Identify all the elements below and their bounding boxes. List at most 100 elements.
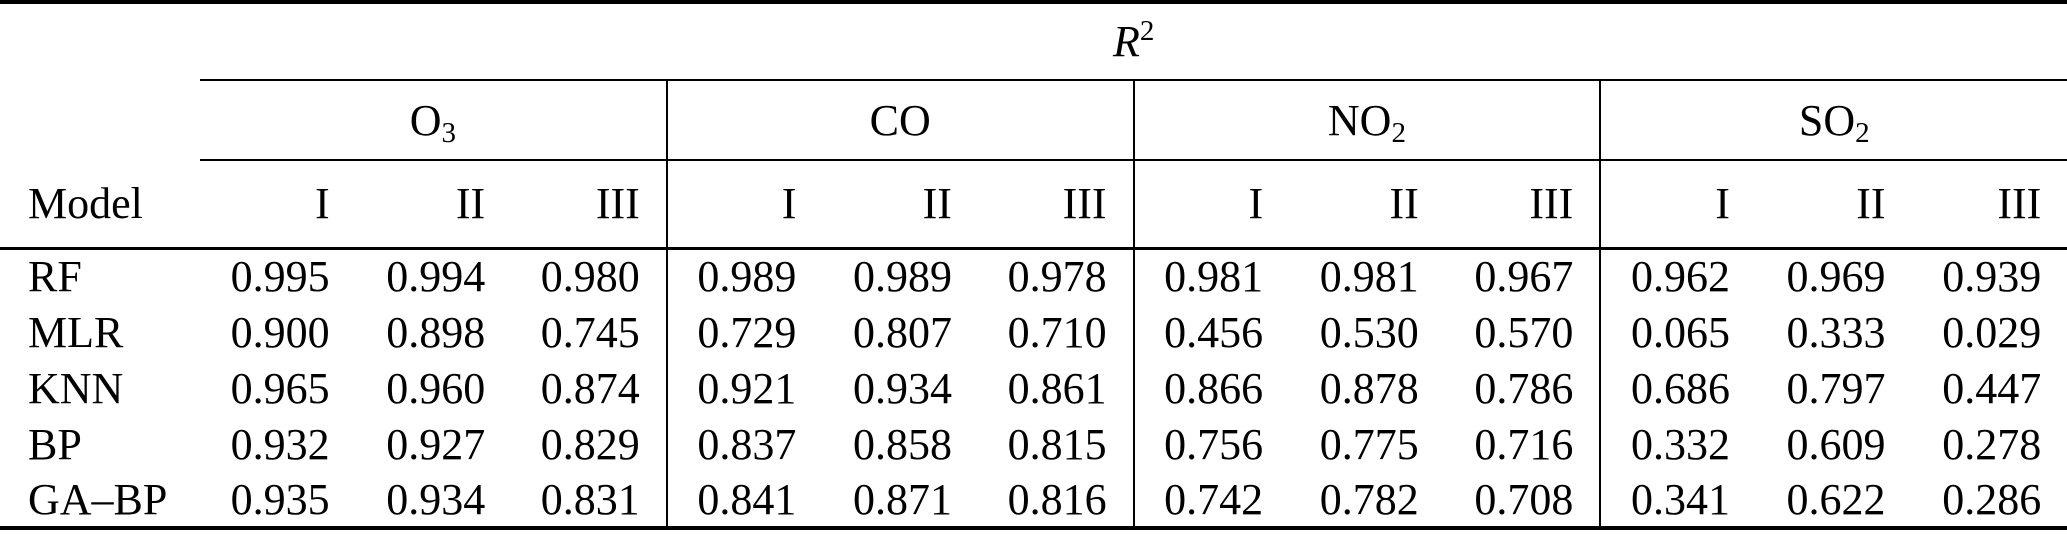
value-cell: 0.866 xyxy=(1132,360,1290,416)
group-label-co: CO xyxy=(869,95,931,145)
value-cell: 0.816 xyxy=(977,472,1134,530)
subheader-co-iii: III xyxy=(977,160,1134,250)
value-cell: 0.029 xyxy=(1942,307,2042,357)
subheader-co-ii: II xyxy=(822,160,978,250)
value-cell: 0.994 xyxy=(386,252,486,302)
value-cell: 0.989 xyxy=(852,252,952,302)
value-cell: 0.742 xyxy=(1132,472,1290,530)
subheader-so2-ii: II xyxy=(1755,160,1912,250)
value-cell: 0.716 xyxy=(1474,419,1574,469)
value-cell: 0.980 xyxy=(540,252,640,302)
model-label: RF xyxy=(28,252,82,302)
title-row: R2 xyxy=(0,0,2067,81)
value-cell: 0.729 xyxy=(665,304,823,360)
group-label-no2: NO xyxy=(1327,95,1392,145)
model-label: KNN xyxy=(28,363,124,413)
value-cell: 0.333 xyxy=(1786,307,1886,357)
subheader-row: Model I II III I II III I II III I II II… xyxy=(0,160,2067,250)
value-cell: 0.775 xyxy=(1319,419,1419,469)
title-variable: R xyxy=(1112,17,1140,66)
group-sub-no2: 2 xyxy=(1391,116,1406,149)
value-cell: 0.447 xyxy=(1942,363,2042,413)
group-header-o3: O3 xyxy=(200,80,667,161)
value-cell: 0.815 xyxy=(1007,419,1107,469)
group-label-o3: O xyxy=(409,95,442,145)
value-cell: 0.934 xyxy=(852,363,952,413)
value-cell: 0.065 xyxy=(1599,304,1756,360)
value-cell: 0.995 xyxy=(230,252,330,302)
value-cell: 0.978 xyxy=(1007,252,1107,302)
group-sub-o3: 3 xyxy=(441,116,457,149)
value-cell: 0.530 xyxy=(1319,307,1419,357)
value-cell: 0.935 xyxy=(200,472,356,530)
subheader-no2-iii: III xyxy=(1444,160,1601,250)
group-header-co: CO xyxy=(665,80,1134,161)
value-cell: 0.967 xyxy=(1474,252,1574,302)
value-cell: 0.686 xyxy=(1599,360,1756,416)
subheader-so2-i: I xyxy=(1599,160,1756,250)
value-cell: 0.932 xyxy=(230,419,330,469)
table-row-mlr: MLR 0.900 0.898 0.745 0.729 0.807 0.710 … xyxy=(0,304,2067,360)
value-cell: 0.939 xyxy=(1942,252,2042,302)
table-row-rf: RF 0.995 0.994 0.980 0.989 0.989 0.978 0… xyxy=(0,248,2067,304)
value-cell: 0.861 xyxy=(1007,363,1107,413)
model-label: BP xyxy=(28,419,82,469)
table-title-r-squared: R2 xyxy=(200,0,2067,81)
value-cell: 0.837 xyxy=(665,416,823,472)
group-header-so2: SO2 xyxy=(1599,80,2067,161)
value-cell: 0.934 xyxy=(355,472,512,530)
r2-results-table: R2 O3 CO NO2 SO2 M xyxy=(0,0,2067,530)
column-header-model: Model xyxy=(0,160,200,250)
table-row-knn: KNN 0.965 0.960 0.874 0.921 0.934 0.861 … xyxy=(0,360,2067,416)
value-cell: 0.782 xyxy=(1289,472,1445,530)
subheader-o3-i: I xyxy=(200,160,356,250)
value-cell: 0.609 xyxy=(1786,419,1886,469)
value-cell: 0.962 xyxy=(1599,248,1756,304)
value-cell: 0.708 xyxy=(1444,472,1601,530)
value-cell: 0.831 xyxy=(511,472,667,530)
value-cell: 0.981 xyxy=(1132,248,1290,304)
value-cell: 0.841 xyxy=(665,472,823,530)
group-sub-so2: 2 xyxy=(1855,116,1870,149)
group-row-spacer xyxy=(0,80,200,160)
value-cell: 0.570 xyxy=(1474,307,1574,357)
value-cell: 0.807 xyxy=(852,307,952,357)
value-cell: 0.871 xyxy=(822,472,978,530)
subheader-no2-ii: II xyxy=(1289,160,1445,250)
value-cell: 0.981 xyxy=(1319,252,1419,302)
value-cell: 0.960 xyxy=(386,363,486,413)
model-label: MLR xyxy=(28,307,124,357)
subheader-so2-iii: III xyxy=(1911,160,2067,250)
value-cell: 0.921 xyxy=(665,360,823,416)
value-cell: 0.278 xyxy=(1942,419,2042,469)
subheader-co-i: I xyxy=(665,160,823,250)
value-cell: 0.286 xyxy=(1911,472,2067,530)
subheader-o3-ii: II xyxy=(355,160,512,250)
value-cell: 0.456 xyxy=(1132,304,1290,360)
value-cell: 0.900 xyxy=(230,307,330,357)
value-cell: 0.710 xyxy=(1007,307,1107,357)
value-cell: 0.989 xyxy=(665,248,823,304)
model-label: GA–BP xyxy=(0,472,200,530)
value-cell: 0.341 xyxy=(1599,472,1756,530)
title-exponent: 2 xyxy=(1139,15,1155,48)
corner-spacer xyxy=(0,0,200,80)
table-row-ga-bp: GA–BP 0.935 0.934 0.831 0.841 0.871 0.81… xyxy=(0,472,2067,530)
value-cell: 0.786 xyxy=(1474,363,1574,413)
value-cell: 0.797 xyxy=(1786,363,1886,413)
group-header-row: O3 CO NO2 SO2 xyxy=(0,80,2067,161)
value-cell: 0.332 xyxy=(1599,416,1756,472)
value-cell: 0.874 xyxy=(540,363,640,413)
table-row-bp: BP 0.932 0.927 0.829 0.837 0.858 0.815 0… xyxy=(0,416,2067,472)
value-cell: 0.898 xyxy=(386,307,486,357)
value-cell: 0.829 xyxy=(540,419,640,469)
value-cell: 0.878 xyxy=(1319,363,1419,413)
value-cell: 0.622 xyxy=(1755,472,1912,530)
subheader-no2-i: I xyxy=(1132,160,1290,250)
group-header-no2: NO2 xyxy=(1132,80,1601,161)
value-cell: 0.965 xyxy=(230,363,330,413)
group-label-so2: SO xyxy=(1798,95,1856,145)
value-cell: 0.969 xyxy=(1786,252,1886,302)
value-cell: 0.858 xyxy=(852,419,952,469)
